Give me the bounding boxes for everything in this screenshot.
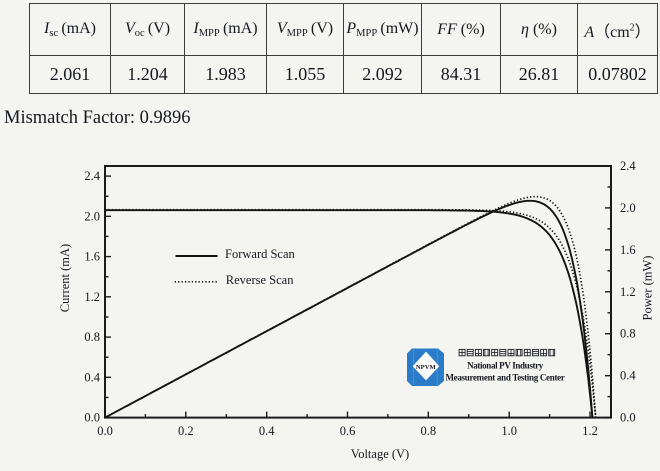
svg-text:1.6: 1.6 (620, 243, 636, 257)
svg-text:1.6: 1.6 (84, 250, 100, 264)
svg-text:1.2: 1.2 (620, 285, 636, 299)
svg-text:2.4: 2.4 (84, 169, 100, 183)
svg-text:1.2: 1.2 (84, 290, 100, 304)
svg-text:Voltage (V): Voltage (V) (351, 447, 409, 461)
svg-text:NPVM: NPVM (416, 364, 437, 371)
svg-text:0.6: 0.6 (340, 424, 356, 438)
svg-text:0.4: 0.4 (259, 424, 275, 438)
svg-text:0.8: 0.8 (620, 327, 636, 341)
svg-text:Reverse Scan: Reverse Scan (226, 273, 294, 287)
svg-text:2.0: 2.0 (620, 201, 636, 215)
svg-text:1.0: 1.0 (501, 424, 517, 438)
svg-text:0.0: 0.0 (97, 424, 113, 438)
svg-text:Power (mW): Power (mW) (641, 256, 655, 321)
svg-text:National PV Industry: National PV Industry (467, 361, 544, 371)
svg-text:0.2: 0.2 (178, 424, 194, 438)
svg-text:0.4: 0.4 (620, 369, 636, 383)
svg-text:2.4: 2.4 (620, 159, 636, 173)
svg-text:0.0: 0.0 (620, 411, 636, 425)
svg-text:Forward Scan: Forward Scan (225, 247, 296, 261)
svg-text:0.0: 0.0 (84, 411, 100, 425)
svg-text:2.0: 2.0 (84, 209, 100, 223)
svg-text:0.4: 0.4 (84, 370, 100, 384)
svg-text:1.2: 1.2 (582, 424, 598, 438)
svg-text:0.8: 0.8 (420, 424, 436, 438)
svg-text:Measurement and Testing Center: Measurement and Testing Center (445, 373, 564, 383)
svg-text:0.8: 0.8 (84, 330, 100, 344)
svg-text:Current (mA): Current (mA) (58, 244, 72, 312)
